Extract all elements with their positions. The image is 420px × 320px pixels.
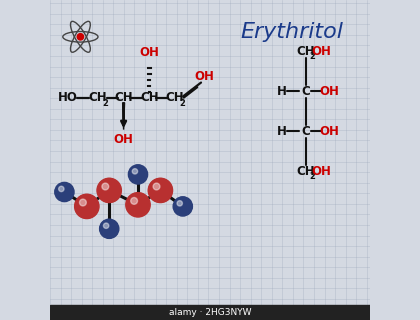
Circle shape <box>148 178 173 203</box>
Circle shape <box>79 199 87 206</box>
Text: OH: OH <box>311 165 331 178</box>
Text: 2: 2 <box>310 172 315 181</box>
Text: C: C <box>302 85 310 98</box>
Circle shape <box>131 197 137 204</box>
Text: alamy · 2HG3NYW: alamy · 2HG3NYW <box>169 308 251 317</box>
Text: OH: OH <box>139 46 159 59</box>
Circle shape <box>173 197 192 216</box>
Text: CH: CH <box>297 45 315 58</box>
Circle shape <box>129 165 147 184</box>
Text: CH: CH <box>140 91 158 104</box>
Text: OH: OH <box>319 125 339 138</box>
Text: CH: CH <box>114 91 133 104</box>
Text: 2: 2 <box>179 99 185 108</box>
Text: CH: CH <box>165 91 184 104</box>
Circle shape <box>97 178 121 203</box>
Circle shape <box>103 223 109 228</box>
Text: 2: 2 <box>310 52 315 61</box>
Text: H: H <box>277 85 287 98</box>
Circle shape <box>177 201 182 206</box>
Circle shape <box>55 182 74 202</box>
Circle shape <box>100 219 119 238</box>
Text: Erythritol: Erythritol <box>240 22 343 42</box>
Text: 2: 2 <box>102 99 108 108</box>
Polygon shape <box>123 103 125 130</box>
Bar <box>50 305 370 320</box>
Text: OH: OH <box>114 133 134 146</box>
Circle shape <box>102 183 109 190</box>
Text: H: H <box>277 125 287 138</box>
Circle shape <box>132 169 138 174</box>
Circle shape <box>77 34 84 40</box>
Circle shape <box>126 193 150 217</box>
Circle shape <box>59 186 64 192</box>
Text: OH: OH <box>319 85 339 98</box>
Text: CH: CH <box>297 165 315 178</box>
Text: C: C <box>302 125 310 138</box>
Text: OH: OH <box>194 70 214 83</box>
Text: CH: CH <box>89 91 108 104</box>
Circle shape <box>75 194 99 219</box>
Text: OH: OH <box>311 45 331 58</box>
Circle shape <box>153 183 160 190</box>
Text: HO: HO <box>58 91 78 104</box>
